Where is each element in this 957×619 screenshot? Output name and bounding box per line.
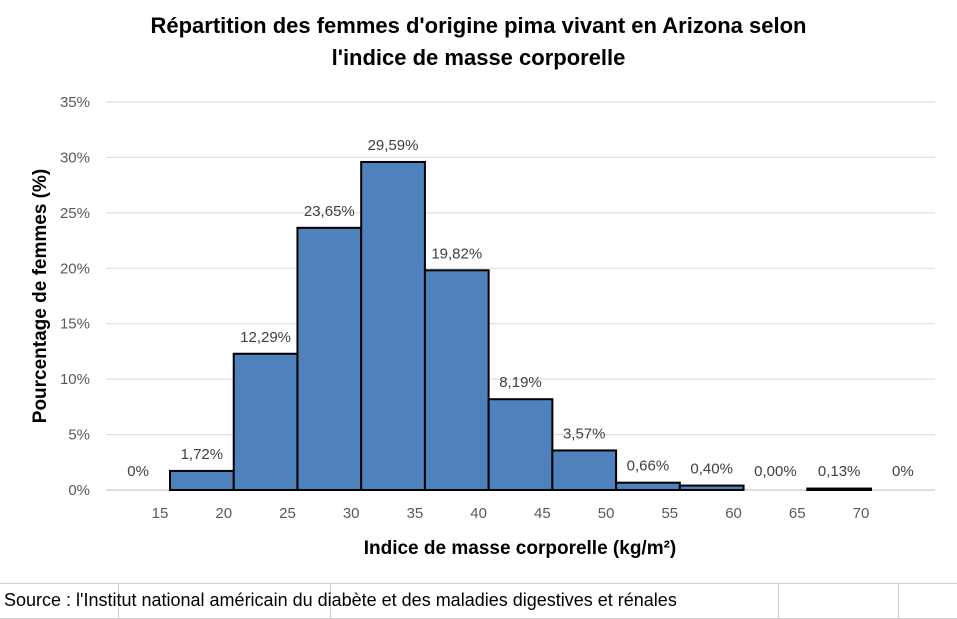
x-tick-label: 60 <box>725 505 742 522</box>
data-labels: 0% 1,72% 12,29% 23,65% 29,59% 19,82% 8,19% 3,57… <box>127 137 913 480</box>
bar-value-label: 8,19% <box>499 374 542 391</box>
bar-value-label: 0% <box>892 463 914 480</box>
cell-divider <box>898 584 899 618</box>
bar-value-label: 1,72% <box>181 446 224 463</box>
y-tick-label: 15% <box>60 316 90 333</box>
bar-value-label: 0,66% <box>627 458 670 475</box>
gridlines <box>106 101 935 491</box>
chart-title-line-2: l'indice de masse corporelle <box>331 45 626 70</box>
bar-value-label: 0,13% <box>818 463 861 480</box>
bar-value-label: 29,59% <box>368 137 419 154</box>
tick-labels: 0% 5% 10% 15% 20% 25% 30% 35% 15 20 25 30 35 40 45 50 55… <box>60 94 869 522</box>
x-tick-label: 40 <box>470 505 487 522</box>
cell-divider <box>778 584 779 618</box>
x-tick-label: 45 <box>534 505 551 522</box>
source-text: Source : l'Institut national américain d… <box>4 590 677 610</box>
histogram-bar <box>678 484 745 491</box>
histogram-bar <box>360 160 426 491</box>
bar-value-label: 19,82% <box>431 245 482 262</box>
x-tick-label: 70 <box>853 505 870 522</box>
cell-divider <box>118 584 119 618</box>
histogram-bar <box>232 352 299 491</box>
y-tick-label: 5% <box>68 427 90 444</box>
histogram-bar <box>296 226 363 492</box>
cell-divider <box>330 584 331 618</box>
bar-value-label: 23,65% <box>304 203 355 220</box>
bars <box>169 160 872 492</box>
x-tick-label: 35 <box>407 505 424 522</box>
x-tick-label: 50 <box>598 505 615 522</box>
source-row: Source : l'Institut national américain d… <box>0 583 957 619</box>
x-tick-label: 20 <box>215 505 232 522</box>
x-tick-label: 30 <box>343 505 360 522</box>
bar-value-label: 12,29% <box>240 329 291 346</box>
histogram-bar <box>615 481 681 492</box>
bar-value-label: 0,00% <box>754 463 797 480</box>
chart-title-line-1: Répartition des femmes d'origine pima vi… <box>150 13 807 38</box>
x-tick-label: 15 <box>152 505 169 522</box>
histogram-bar <box>169 469 235 491</box>
y-tick-label: 30% <box>60 149 90 166</box>
y-tick-label: 20% <box>60 260 90 277</box>
histogram-chart: 0% 1,72% 12,29% 23,65% 29,59% 19,82% 8,19% 3,57… <box>30 94 935 559</box>
histogram-bar <box>423 269 490 491</box>
histogram-bar <box>487 398 554 492</box>
x-tick-label: 55 <box>661 505 678 522</box>
x-tick-label: 65 <box>789 505 806 522</box>
chart-title: Répartition des femmes d'origine pima vi… <box>0 10 957 74</box>
y-tick-label: 10% <box>60 371 90 388</box>
y-axis-title: Pourcentage de femmes (%) <box>30 169 51 423</box>
x-tick-label: 25 <box>279 505 296 522</box>
y-tick-label: 25% <box>60 205 90 222</box>
histogram-bar <box>806 487 872 492</box>
bar-value-label: 0% <box>127 463 149 480</box>
x-axis-title: Indice de masse corporelle (kg/m²) <box>364 538 677 559</box>
y-tick-label: 0% <box>68 482 90 499</box>
bar-value-label: 0,40% <box>690 461 733 478</box>
histogram-bar <box>551 449 618 492</box>
y-tick-label: 35% <box>60 94 90 111</box>
bar-value-label: 3,57% <box>563 425 606 442</box>
